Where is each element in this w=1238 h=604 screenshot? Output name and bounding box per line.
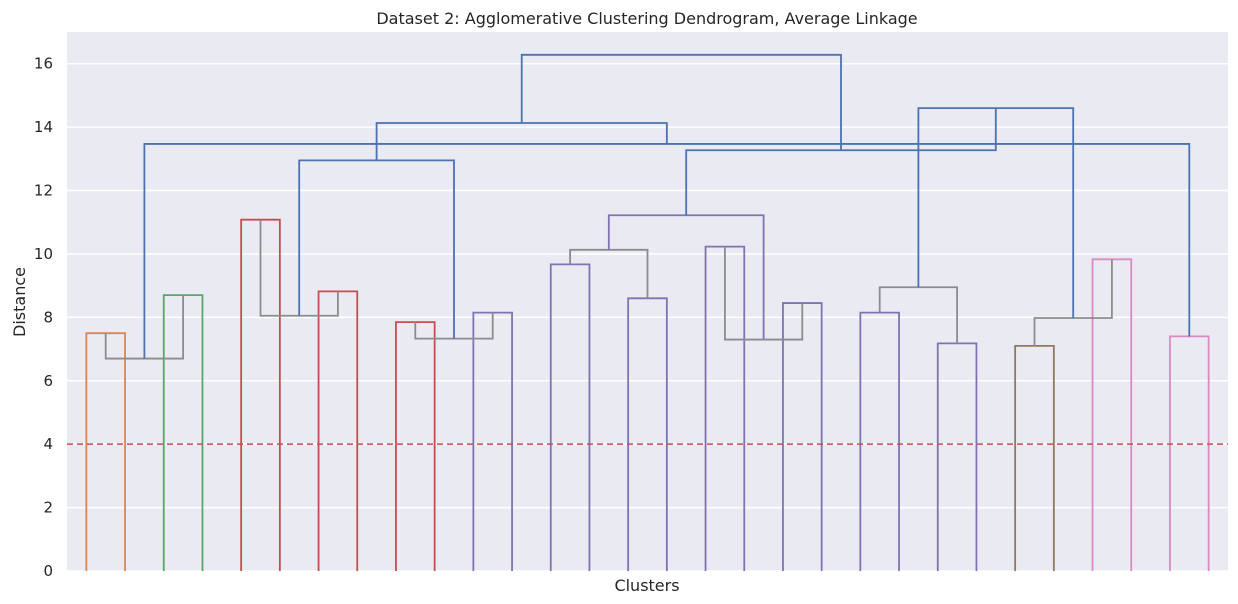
dendrogram-link	[414, 312, 494, 340]
y-tick-label: 2	[43, 499, 53, 517]
chart-title: Dataset 2: Agglomerative Clustering Dend…	[376, 9, 917, 28]
y-axis-label: Distance	[10, 267, 29, 337]
dendrogram-link	[782, 302, 823, 571]
x-axis-label: Clusters	[614, 576, 679, 595]
dendrogram-link	[298, 159, 455, 339]
dendrogram-link	[104, 295, 184, 360]
dendrogram-link	[917, 107, 1075, 318]
dendrogram-link	[375, 122, 668, 161]
dendrogram-link	[520, 53, 842, 151]
dendrogram-link	[685, 108, 997, 216]
dendrogram-links	[85, 53, 1210, 571]
y-tick-label: 14	[34, 118, 53, 136]
dendrogram-link	[936, 342, 978, 571]
y-tick-label: 6	[43, 372, 53, 390]
y-tick-labels: 0 2 4 6 8 10 12 14 16	[34, 55, 53, 580]
y-tick-label: 8	[43, 308, 53, 326]
y-tick-label: 10	[34, 245, 53, 263]
dendrogram-link	[1091, 258, 1133, 571]
y-tick-label: 0	[43, 562, 53, 580]
dendrogram-link	[317, 290, 359, 571]
y-tick-label: 4	[43, 435, 53, 453]
y-tick-label: 12	[34, 182, 53, 200]
dendrogram-link	[143, 143, 1191, 359]
y-tick-label: 16	[34, 55, 53, 73]
dendrogram-link	[472, 311, 513, 571]
dendrogram-link	[259, 219, 339, 317]
